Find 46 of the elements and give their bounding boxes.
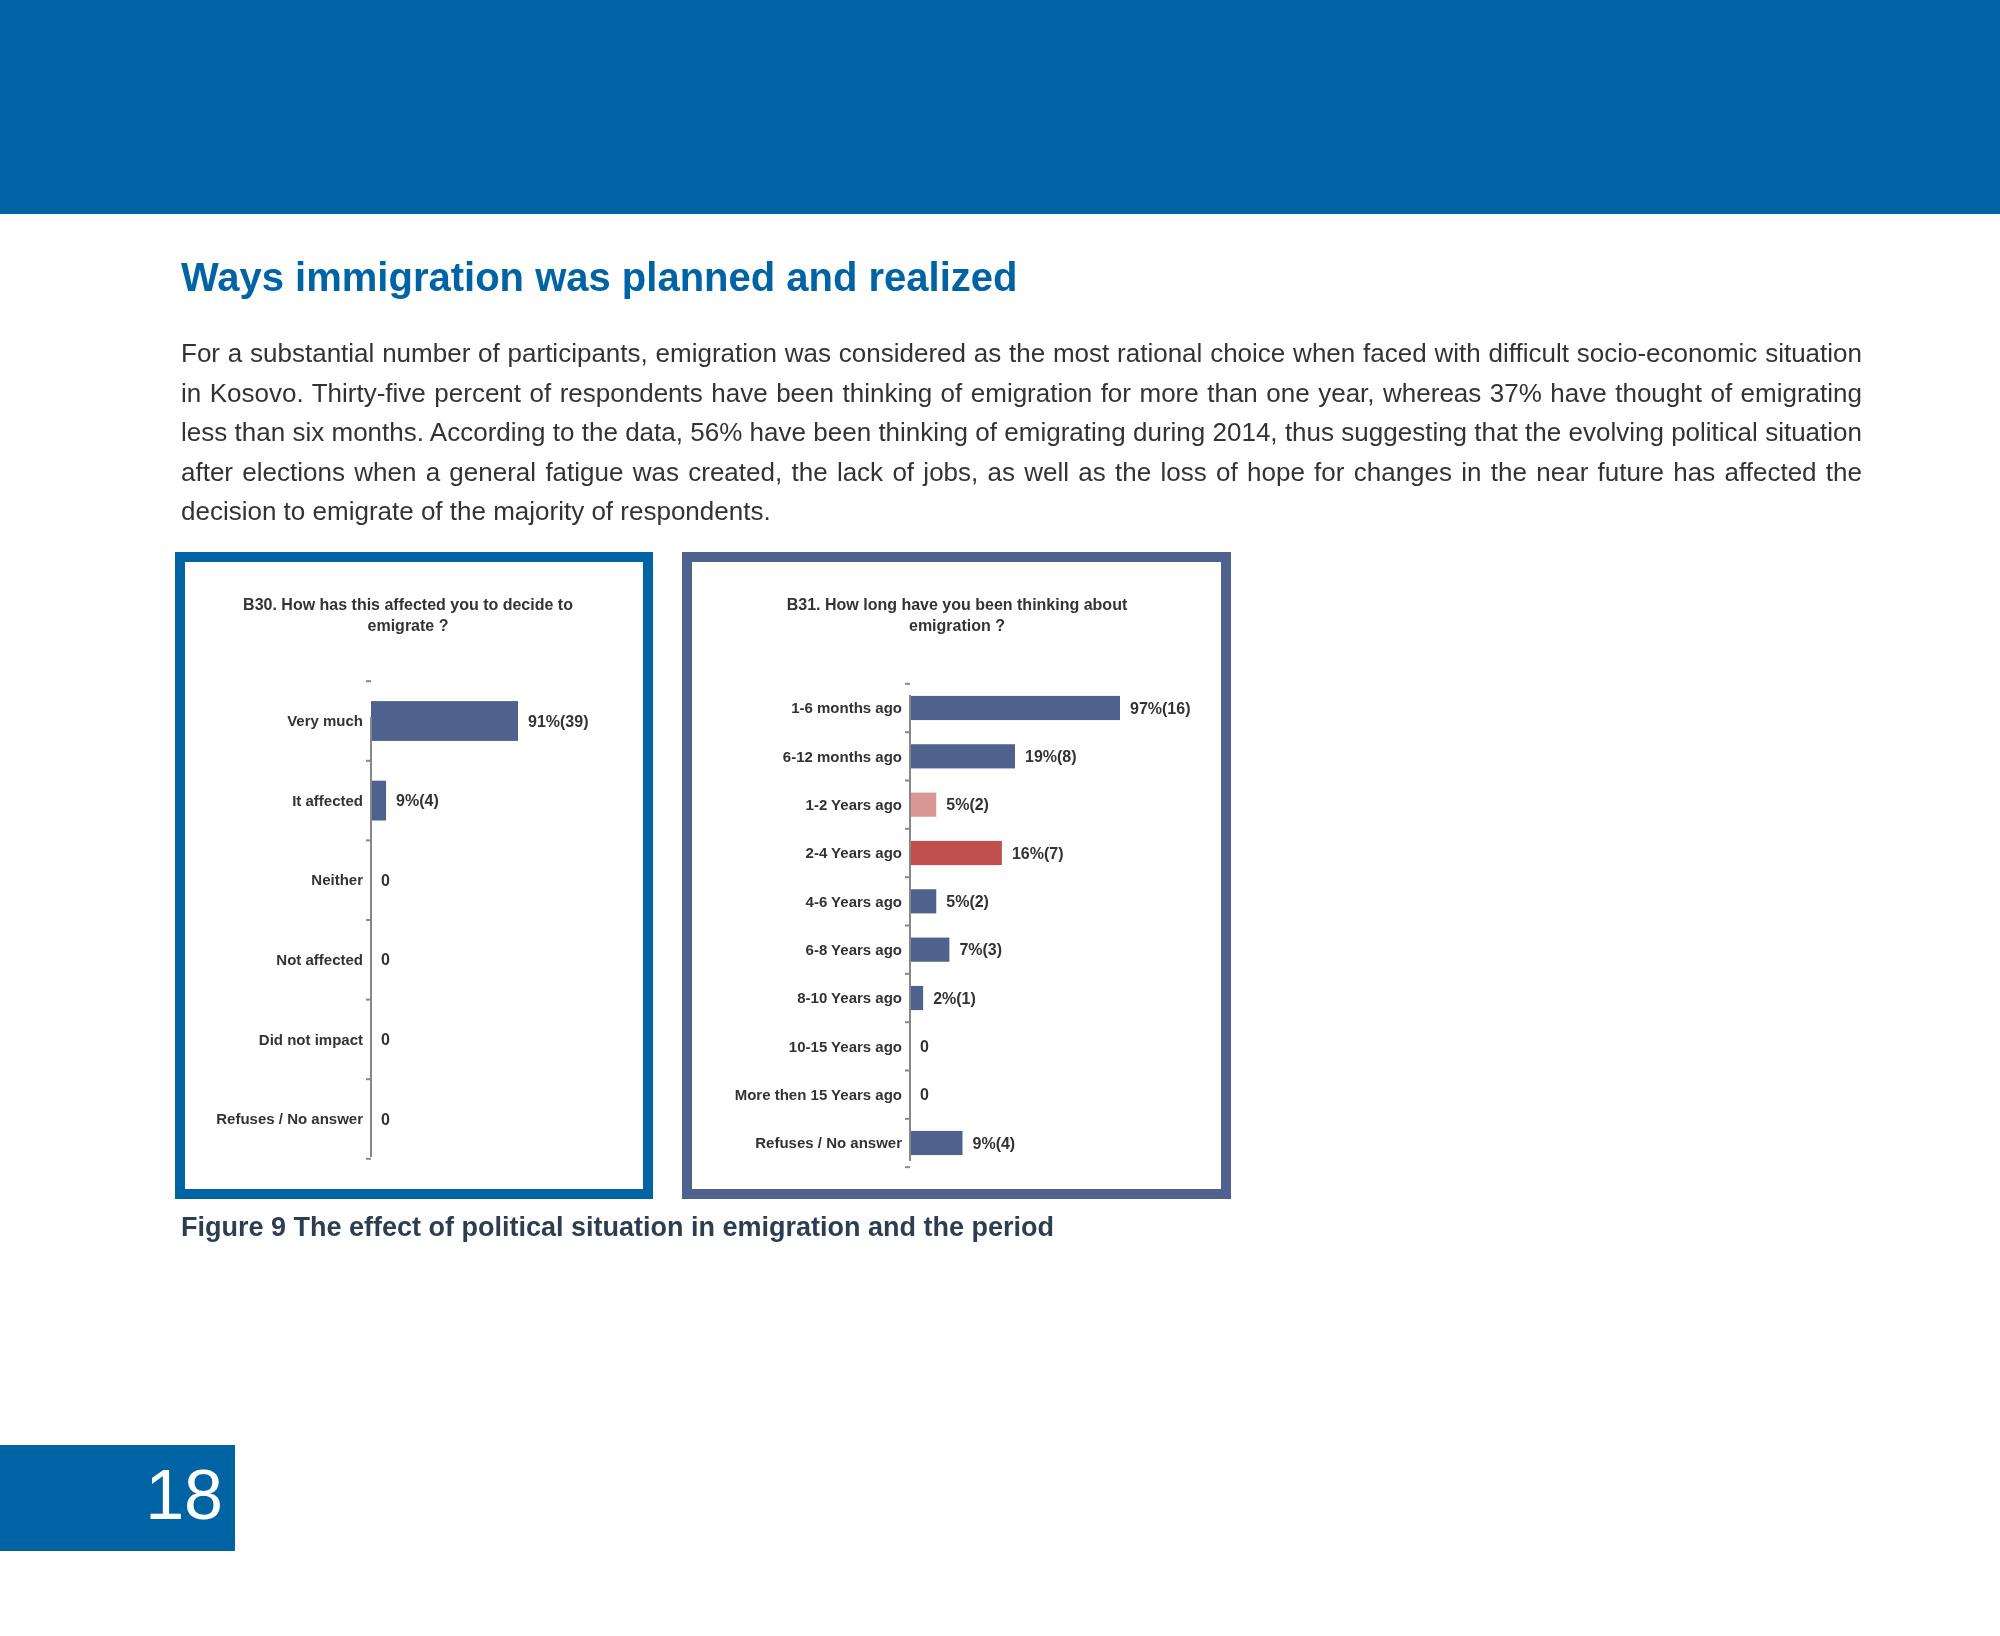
y-tick-label: Neither [311,871,364,889]
y-tick-label: 1-2 Years ago [805,795,902,813]
bar [910,695,1120,721]
data-label: 19%(8) [1025,747,1077,765]
y-tick-label: 4-6 Years ago [805,892,902,910]
bar [910,889,937,914]
data-label: 2%(1) [933,989,976,1007]
y-tick-label: 10-15 Years ago [788,1037,902,1055]
y-tick-label: It affected [292,791,363,809]
data-label: 16%(7) [1011,844,1064,862]
bar [910,744,1015,769]
data-label: 0 [381,871,390,889]
data-label: 91%(39) [528,712,589,730]
y-tick-label: 6-12 months ago [782,747,902,765]
text: Ways immigration was planned and realized [181,255,1018,300]
y-tick-label: 8-10 Years ago [797,989,902,1007]
bar [910,985,924,1011]
chart-title: B30. How has this affected you to decide to emigrate ? [243,596,574,634]
data-label: 0 [381,951,390,969]
y-tick-label: Refuses / No answer [755,1134,903,1152]
data-label: 0 [920,1086,929,1104]
data-label: 9%(4) [396,792,439,810]
text: For a substantial number of participants, emigration was considered as the most rational choice when faced with difficult socio-economic situation in Kosovo. Thirty-five percent of respondents have been thinking of emigration for more than one year, whereas 37% have thought of emigrating less than six months. According to the data, 56% have been thinking of emigrating during 2014, thus suggesting that the evolving political situation after elections when a general fatigue was created, the lack of jobs, as well as the loss of hope for changes in the near future has affected the decision to emigrate of the majority of respondents. [181,337,1862,528]
chart-title: B31. How long have you been thinking about emigration ? [786,596,1128,634]
bar [910,792,937,817]
y-tick-label: Very much [287,712,363,730]
y-tick-label: Did not impact [258,1030,363,1048]
data-label: 7%(3) [959,941,1003,959]
y-tick-label: 6-8 Years ago [805,940,902,958]
bar [910,937,950,962]
y-tick-label: More then 15 Years ago [734,1085,902,1103]
data-label: 5%(2) [946,892,989,910]
data-label: 0 [920,1037,929,1055]
y-tick-label: 2-4 Years ago [805,844,902,862]
y-tick-label: Refuses / No answer [216,1110,364,1128]
data-label: 9%(4) [972,1134,1016,1152]
data-label: 5%(2) [946,796,989,814]
data-label: 0 [381,1031,390,1048]
data-label: 0 [381,1110,390,1128]
bar [910,840,1002,866]
page-number-box: 18 [0,1445,235,1551]
y-tick-label: Not affected [276,951,363,969]
caption: Figure 9 The effect of political situation in emigration and the period [181,1212,1055,1243]
bar [910,1130,963,1156]
data-label: 97%(16) [1130,699,1191,717]
y-tick-label: 1-6 months ago [791,699,902,717]
